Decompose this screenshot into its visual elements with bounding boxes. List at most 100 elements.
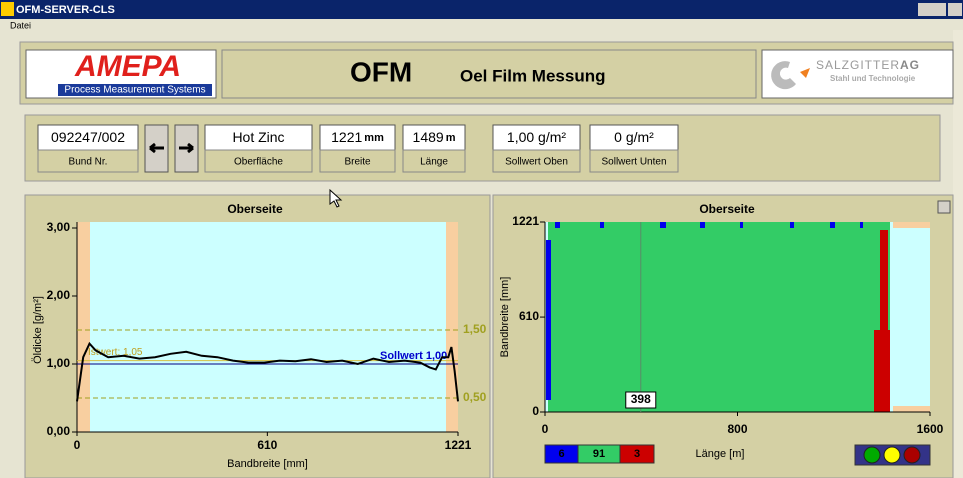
status-light <box>863 446 881 464</box>
field-value: 1221 mm <box>331 129 384 145</box>
heat-blue <box>600 222 604 228</box>
x-tick-label: 800 <box>727 422 747 436</box>
app-title: OFM <box>350 56 412 87</box>
heat-blue <box>740 222 743 228</box>
field-label: Länge <box>420 157 448 168</box>
scrollbar[interactable] <box>953 30 963 478</box>
map-chart: Oberseite 0 610 1221 0 800 1600 Länge [m] Bandbr… <box>499 200 951 466</box>
x-axis-label: Länge [m] <box>696 448 745 460</box>
count-label: 6 <box>558 448 564 460</box>
marker-box <box>625 391 657 409</box>
partner-icon <box>771 61 796 90</box>
field-label: Sollwert Oben <box>505 157 568 168</box>
y-tick-label: 0,00 <box>47 424 71 438</box>
heat-blue <box>555 222 560 228</box>
thickness-line <box>76 341 459 402</box>
x-tick-label: 1221 <box>445 438 472 452</box>
field-value: 1489 m <box>413 129 456 145</box>
field-value: Hot Zinc <box>232 129 284 145</box>
logo-bar <box>58 84 212 96</box>
field-value: 1,00 g/m² <box>507 129 566 145</box>
heat-blue <box>700 222 705 228</box>
y-axis-label: Öldicke [g/m²] <box>32 296 44 364</box>
edge-zone <box>77 222 90 432</box>
heat-red <box>874 330 890 412</box>
x-tick-label: 610 <box>257 438 277 452</box>
count-label: 3 <box>634 448 640 460</box>
title-box <box>221 49 757 99</box>
menu-item[interactable]: Datei <box>10 20 31 30</box>
marker-label: 398 <box>631 392 651 406</box>
count-label: 91 <box>593 448 605 460</box>
heat-blue <box>860 222 863 228</box>
field-label-box <box>204 149 313 173</box>
app-subtitle: Oel Film Messung <box>460 66 605 85</box>
field-label: Bund Nr. <box>69 157 108 168</box>
field-label: Oberfläche <box>234 157 283 168</box>
field-box <box>402 124 466 151</box>
y-tick-label: 1,00 <box>47 356 71 370</box>
status-light <box>883 446 901 464</box>
actual-label: Istwert: 1,05 <box>88 347 143 358</box>
edge-zone <box>893 222 930 228</box>
x-tick-label: 0 <box>74 438 81 452</box>
heat-area <box>548 222 890 412</box>
partner-name: SALZGITTERAG <box>816 58 920 72</box>
y-tick-label: 0 <box>532 404 539 418</box>
x-axis-label: Bandbreite [mm] <box>227 458 308 470</box>
field-label: Sollwert Unten <box>601 157 666 168</box>
heat-blue <box>546 240 551 400</box>
partner-logo <box>761 49 954 99</box>
field-label-box <box>319 149 396 173</box>
mouse-cursor <box>329 188 343 208</box>
x-tick-label: 0 <box>542 422 549 436</box>
chart-title: Oberseite <box>227 202 283 216</box>
edge-zone <box>446 222 458 432</box>
field-box <box>492 124 581 151</box>
logo-text: AMEPA <box>74 50 181 83</box>
minimize-button[interactable] <box>918 3 932 16</box>
heat-blue <box>660 222 666 228</box>
field-label-box <box>492 149 581 173</box>
profile-chart: Oberseite 3,00 2,00 1,00 0,000 610 1221 Bandbre… <box>32 202 487 470</box>
heat-blue <box>830 222 835 228</box>
y-tick-label: 2,00 <box>47 288 71 302</box>
y-tick-label: 3,00 <box>47 220 71 234</box>
plot-area <box>77 222 458 432</box>
count-box <box>619 444 655 464</box>
field-label-box <box>402 149 466 173</box>
field-label: Breite <box>344 157 371 168</box>
logo-subtitle: Process Measurement Systems <box>64 85 205 96</box>
field-value: 092247/002 <box>51 129 125 145</box>
target-label: Sollwert 1,00 <box>380 350 447 362</box>
limit-label: 0,50 <box>463 390 487 404</box>
y-tick-label: 1221 <box>512 214 539 228</box>
y-tick-label: 610 <box>519 309 539 323</box>
heat-blue <box>790 222 794 228</box>
close-button[interactable] <box>948 3 962 16</box>
field-value: 0 g/m² <box>614 129 654 145</box>
title-bar <box>0 0 963 19</box>
field-label-box <box>589 149 679 173</box>
heat-red <box>880 230 888 330</box>
window-title: OFM-SERVER-CLS <box>16 4 115 16</box>
edge-zone <box>893 406 930 412</box>
app-icon <box>1 2 14 16</box>
fields: 092247/002 Bund Nr. Hot Zinc Oberfläche 1221… <box>37 124 679 173</box>
arrow-icon <box>179 142 194 154</box>
x-tick-label: 1600 <box>917 422 944 436</box>
limit-label: 1,50 <box>463 322 487 336</box>
field-box <box>37 124 139 151</box>
y-axis-label: Bandbreite [mm] <box>499 277 511 358</box>
chart-title: Oberseite <box>699 202 755 216</box>
field-box <box>589 124 679 151</box>
expand-button[interactable] <box>937 200 951 214</box>
field-box <box>319 124 396 151</box>
arrow-icon <box>149 142 164 154</box>
field-label-box <box>37 149 139 173</box>
partner-subtitle: Stahl und Technologie <box>830 74 916 83</box>
maximize-button[interactable] <box>932 3 946 16</box>
field-box <box>204 124 313 151</box>
status-light <box>903 446 921 464</box>
